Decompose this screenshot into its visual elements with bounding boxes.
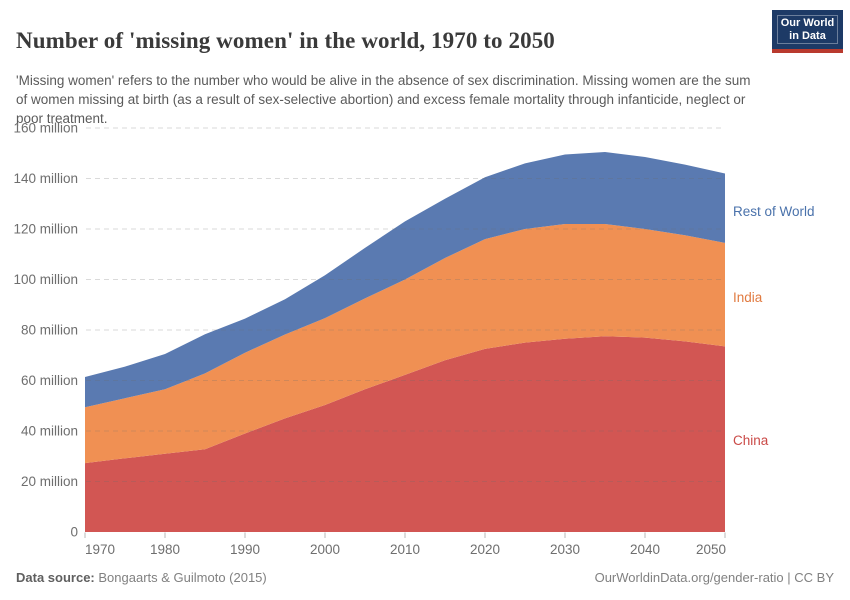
x-axis-label: 2040 xyxy=(630,542,660,557)
legend-label-india[interactable]: India xyxy=(733,290,763,305)
chart-title: Number of 'missing women' in the world, … xyxy=(16,28,555,54)
owid-logo-line1: Our World xyxy=(780,17,835,29)
y-axis-label: 80 million xyxy=(21,323,78,338)
x-axis-label: 1980 xyxy=(150,542,180,557)
x-axis-label: 2050 xyxy=(696,542,726,557)
x-axis-label: 1970 xyxy=(85,542,115,557)
footer-attribution: OurWorldinData.org/gender-ratio | CC BY xyxy=(595,570,834,585)
y-axis-label: 160 million xyxy=(13,121,78,136)
y-axis-label: 140 million xyxy=(13,171,78,186)
x-axis-label: 2030 xyxy=(550,542,580,557)
x-axis-label: 2020 xyxy=(470,542,500,557)
area-rest-of-world[interactable] xyxy=(85,152,725,408)
y-axis-label: 40 million xyxy=(21,424,78,439)
footer-separator: | xyxy=(783,570,795,585)
x-axis-label: 1990 xyxy=(230,542,260,557)
data-source-note: Data source: Bongaarts & Guilmoto (2015) xyxy=(16,570,267,585)
y-axis-label: 100 million xyxy=(13,272,78,287)
legend-label-rest-of-world[interactable]: Rest of World xyxy=(733,204,815,219)
y-axis-label: 120 million xyxy=(13,222,78,237)
owid-logo-red-stripe xyxy=(772,49,843,53)
y-axis-label: 60 million xyxy=(21,373,78,388)
data-source-label: Data source: xyxy=(16,570,95,585)
owid-url-link[interactable]: OurWorldinData.org/gender-ratio xyxy=(594,570,784,585)
area-india[interactable] xyxy=(85,224,725,464)
owid-logo[interactable]: Our World in Data xyxy=(772,10,843,53)
x-axis-label: 2000 xyxy=(310,542,340,557)
y-axis-label: 0 xyxy=(70,525,78,540)
legend-label-china[interactable]: China xyxy=(733,433,769,448)
owid-logo-box: Our World in Data xyxy=(772,10,843,49)
license-label[interactable]: CC BY xyxy=(794,570,834,585)
owid-logo-line2: in Data xyxy=(789,29,826,42)
y-axis-label: 20 million xyxy=(21,474,78,489)
data-source-value: Bongaarts & Guilmoto (2015) xyxy=(98,570,267,585)
x-axis-label: 2010 xyxy=(390,542,420,557)
chart-subtitle: 'Missing women' refers to the number who… xyxy=(16,72,751,126)
area-china[interactable] xyxy=(85,336,725,532)
